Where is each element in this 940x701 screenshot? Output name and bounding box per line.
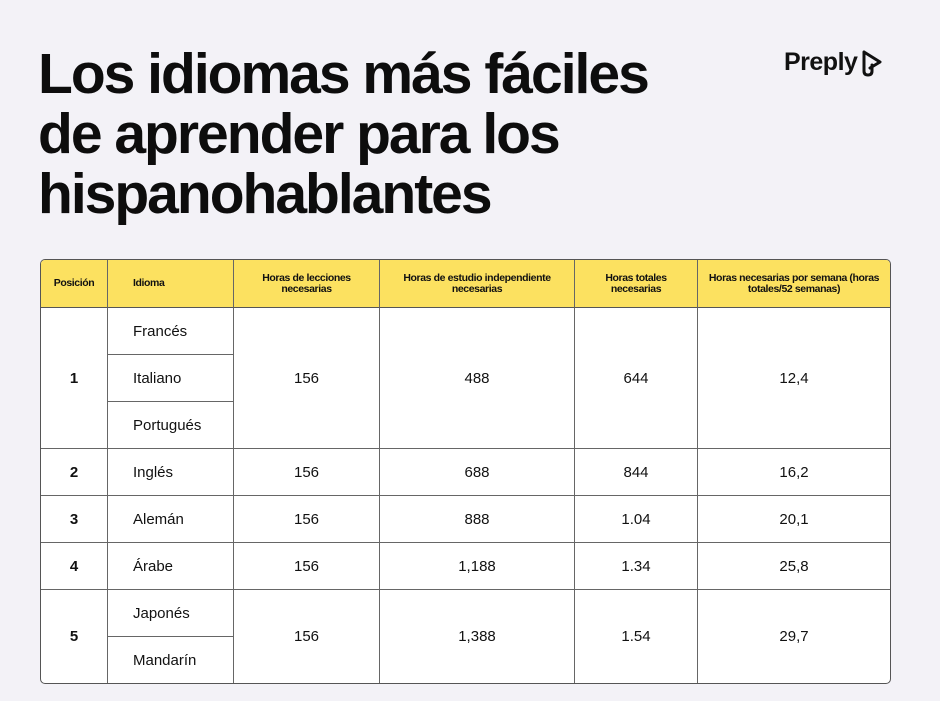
header-language: Idioma <box>108 260 234 308</box>
weekly-hours-cell: 25,8 <box>698 543 890 590</box>
lesson-hours-cell: 156 <box>234 496 380 543</box>
language-cell: Japonés <box>108 590 234 637</box>
table-row: 3 Alemán 156 888 1.04 20,1 <box>41 496 890 543</box>
language-cell: Árabe <box>108 543 234 590</box>
table-row: Portugués <box>41 402 890 449</box>
weekly-hours-cell: 12,4 <box>698 308 890 449</box>
position-cell: 5 <box>41 590 108 683</box>
language-cell: Italiano <box>108 355 234 402</box>
header-position: Posición <box>41 260 108 308</box>
total-hours-cell: 1.54 <box>575 590 698 683</box>
table-row: Italiano <box>41 355 890 402</box>
logo-text: Preply <box>784 48 858 76</box>
weekly-hours-cell: 16,2 <box>698 449 890 496</box>
weekly-hours-cell: 29,7 <box>779 628 809 645</box>
study-hours-cell: 1,388 <box>380 590 575 683</box>
position-cell: 4 <box>41 543 108 590</box>
title-line: hispanohablantes <box>38 162 493 226</box>
language-cell: Portugués <box>108 402 234 449</box>
table-row: Mandarín <box>41 637 890 683</box>
total-hours-cell: 1.04 <box>575 496 698 543</box>
header-lesson-hours: Horas de lecciones necesarias <box>234 260 380 308</box>
position-cell: 3 <box>41 496 108 543</box>
page-title: Los idiomas más fáciles de aprender para… <box>38 42 650 226</box>
position-cell: 1 <box>41 308 108 449</box>
lesson-hours-cell: 156 <box>234 543 380 590</box>
study-hours-cell: 688 <box>380 449 575 496</box>
table-row: 4 Árabe 156 1,188 1.34 25,8 <box>41 543 890 590</box>
language-cell: Inglés <box>108 449 234 496</box>
language-cell: Alemán <box>108 496 234 543</box>
total-hours-cell: 844 <box>575 449 698 496</box>
table-row: 5 Japonés 156 1,388 1.54 29,7 <box>41 590 890 683</box>
study-hours-cell: 1,188 <box>380 543 575 590</box>
lesson-hours-cell: 156 <box>234 590 380 683</box>
table-row: 1 Francés 156 488 644 12,4 <box>41 308 890 449</box>
total-hours-cell: 644 <box>575 308 698 449</box>
lesson-hours-cell: 156 <box>234 308 380 449</box>
table-row: 2 Inglés 156 688 844 16,2 <box>41 449 890 496</box>
language-cell: Mandarín <box>108 637 234 683</box>
title-line: Los idiomas más fáciles <box>38 42 650 106</box>
study-hours-cell: 488 <box>380 308 575 449</box>
languages-table: Posición Idioma Horas de lecciones neces… <box>40 259 891 684</box>
preply-logo: Preply <box>784 48 884 77</box>
header-weekly-hours: Horas necesarias por semana (horas total… <box>698 260 890 308</box>
table-header-row: Posición Idioma Horas de lecciones neces… <box>41 260 890 308</box>
preply-arrow-icon <box>862 50 882 76</box>
study-hours-cell: 888 <box>380 496 575 543</box>
weekly-hours-cell: 20,1 <box>698 496 890 543</box>
lesson-hours-cell: 156 <box>234 449 380 496</box>
header-total-hours: Horas totales necesarias <box>575 260 698 308</box>
header-study-hours: Horas de estudio independiente necesaria… <box>380 260 575 308</box>
total-hours-cell: 1.34 <box>575 543 698 590</box>
position-cell: 2 <box>41 449 108 496</box>
title-line: de aprender para los <box>38 102 561 166</box>
language-cell: Francés <box>108 308 234 355</box>
